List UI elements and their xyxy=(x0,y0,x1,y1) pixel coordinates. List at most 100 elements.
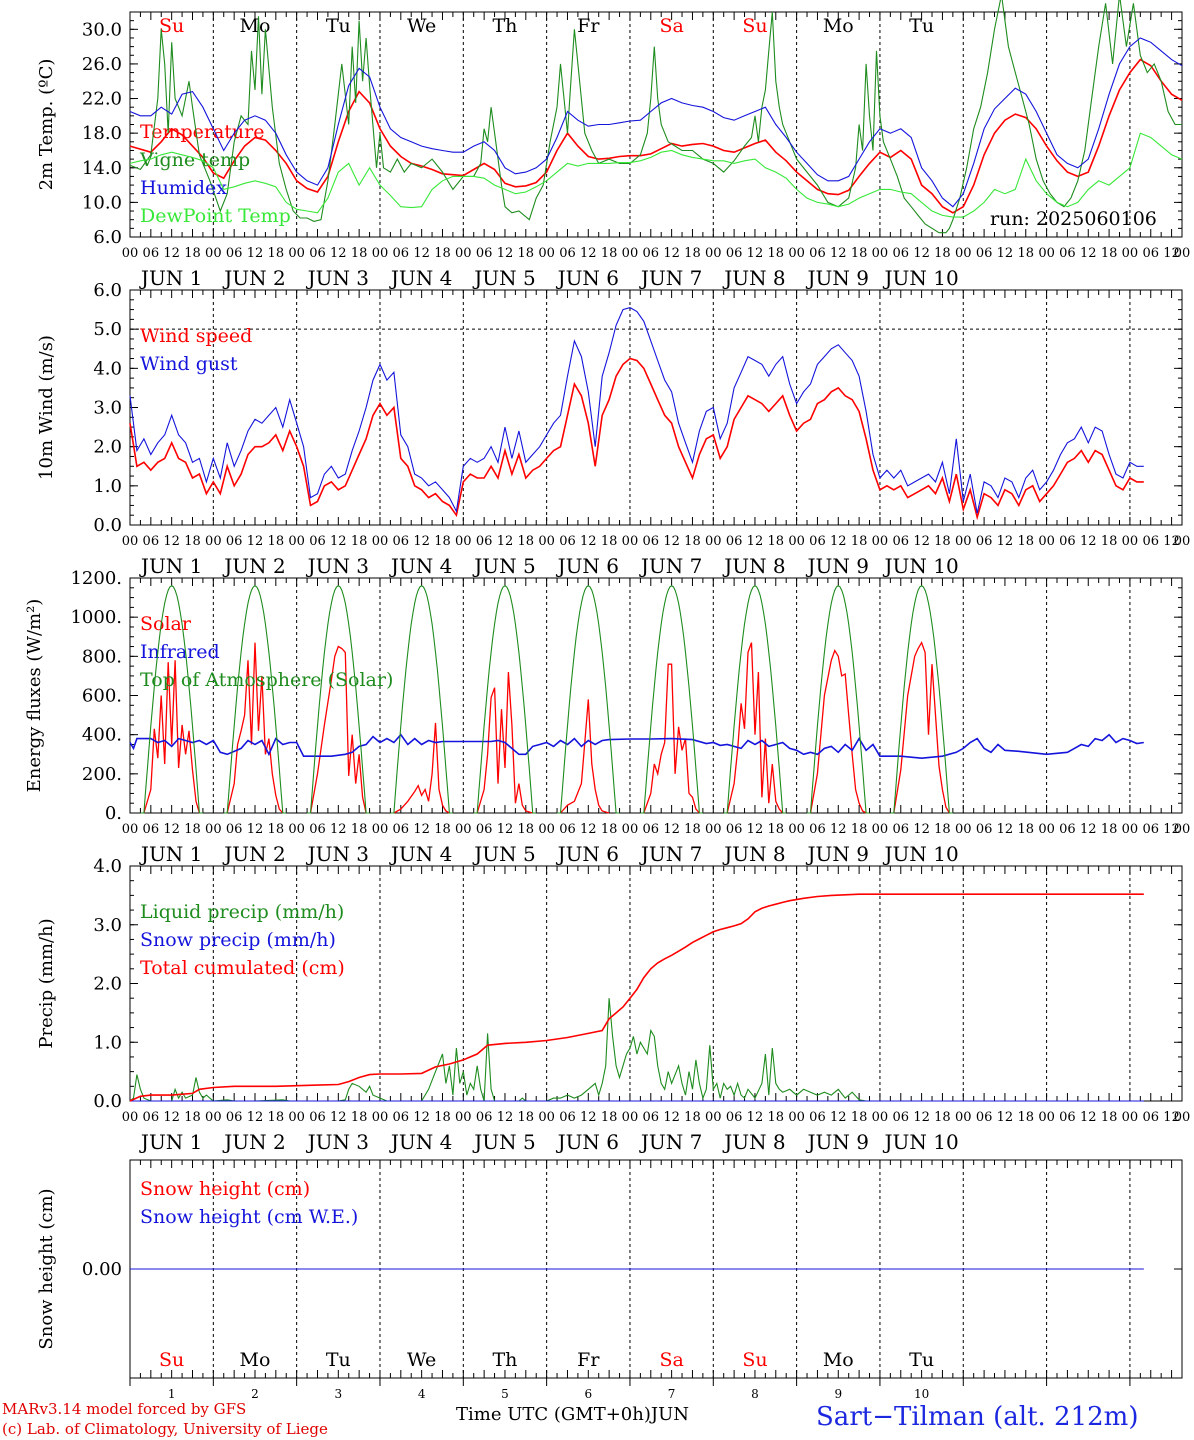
y-tick-label: 2.0 xyxy=(93,974,122,995)
date-label: JUN 1 xyxy=(139,1130,202,1154)
day-number: 1 xyxy=(168,1387,176,1401)
hour-tick-label: 12 xyxy=(1163,822,1180,837)
day-name: Tu xyxy=(909,15,934,37)
y-tick-label: 18.0 xyxy=(82,123,122,144)
hour-tick-label: 00 xyxy=(872,246,889,261)
hour-tick-label: 06 xyxy=(892,534,909,549)
series-line-solar xyxy=(560,699,610,814)
hour-tick-label: 00 xyxy=(705,1110,722,1125)
legend-entry: Total cumulated (cm) xyxy=(140,957,345,979)
hour-tick-label: 06 xyxy=(1059,822,1076,837)
date-label: JUN 3 xyxy=(306,842,369,866)
hour-tick-label: 12 xyxy=(1080,822,1097,837)
date-label: JUN 4 xyxy=(389,554,452,578)
hour-tick-label: 00 xyxy=(122,534,139,549)
date-label: JUN 1 xyxy=(139,842,202,866)
hour-tick-label: 06 xyxy=(476,246,493,261)
y-tick-label: 3.0 xyxy=(93,398,122,419)
date-label: JUN 9 xyxy=(806,266,869,290)
hour-tick-label: 00 xyxy=(455,534,472,549)
hour-tick-label: 00 xyxy=(622,822,639,837)
hour-tick-label: 12 xyxy=(163,246,180,261)
legend-entry: Vigne temp xyxy=(139,149,250,171)
y-tick-label: 10.0 xyxy=(82,192,122,213)
hour-tick-label: 12 xyxy=(997,246,1014,261)
hour-tick-label: 00 xyxy=(538,1110,555,1125)
hour-tick-label: 06 xyxy=(976,246,993,261)
series-line-toa xyxy=(390,585,453,814)
date-label: JUN 2 xyxy=(222,842,285,866)
hour-tick-label: 18 xyxy=(351,534,368,549)
date-label: JUN 7 xyxy=(639,554,702,578)
hour-tick-label: 00 xyxy=(205,534,222,549)
hour-tick-label: 06 xyxy=(1142,246,1159,261)
hour-tick-label: 06 xyxy=(393,246,410,261)
station-name: Sart−Tilman (alt. 212m) xyxy=(816,1402,1139,1432)
panel-5: Su Mo Tu We Th Fr Sa Su Mo Tu 1 2 3 4 5 6 7 8 9 10 0.00 Snow … xyxy=(36,1159,1183,1401)
hour-tick-label: 18 xyxy=(601,246,618,261)
panel-3: 00 06 12 18 00 06 12 18 00 06 12 18 00 06 12 18 00 06 12 18… xyxy=(24,568,1190,866)
date-label: JUN 1 xyxy=(139,554,202,578)
y-tick-label: 0.0 xyxy=(93,515,122,536)
hour-tick-label: 12 xyxy=(913,822,930,837)
hour-tick-label: 12 xyxy=(997,822,1014,837)
hour-tick-label: 18 xyxy=(851,534,868,549)
y-tick-label: 600. xyxy=(82,686,122,707)
hour-tick-label: 12 xyxy=(1080,1110,1097,1125)
day-number: 4 xyxy=(418,1387,426,1401)
date-label: JUN 2 xyxy=(222,1130,285,1154)
hour-tick-label: 18 xyxy=(1101,534,1118,549)
hour-tick-label: 06 xyxy=(393,822,410,837)
hour-tick-label: 12 xyxy=(580,822,597,837)
hour-tick-label: 06 xyxy=(309,822,326,837)
hour-tick-label: 00 xyxy=(288,1110,305,1125)
y-tick-label: 800. xyxy=(82,646,122,667)
hour-tick-label: 12 xyxy=(497,1110,514,1125)
legend-entry: Wind gust xyxy=(140,353,238,375)
legend-entry: Temperature xyxy=(140,121,264,143)
day-name: We xyxy=(407,15,436,37)
date-label: JUN 4 xyxy=(389,266,452,290)
hour-tick-label: 12 xyxy=(497,246,514,261)
y-tick-label: 0.0 xyxy=(93,1091,122,1112)
y-tick-label: 400. xyxy=(82,725,122,746)
date-label: JUN 6 xyxy=(556,842,619,866)
hour-tick-label: 00 xyxy=(205,1110,222,1125)
hour-tick-label: 12 xyxy=(663,534,680,549)
hour-tick-label: 00 xyxy=(205,822,222,837)
hour-tick-label: 06 xyxy=(476,822,493,837)
hour-tick-label: 00 xyxy=(788,822,805,837)
day-name: Su xyxy=(159,15,184,37)
hour-tick-label: 12 xyxy=(497,822,514,837)
hour-tick-label: 12 xyxy=(1080,246,1097,261)
hour-tick-label: 06 xyxy=(976,1110,993,1125)
date-label: JUN 3 xyxy=(306,266,369,290)
hour-tick-label: 06 xyxy=(143,822,160,837)
hour-tick-label: 06 xyxy=(143,534,160,549)
hour-tick-label: 12 xyxy=(1163,534,1180,549)
hour-tick-label: 00 xyxy=(288,246,305,261)
hour-tick-label: 00 xyxy=(1122,246,1139,261)
series-line-1 xyxy=(129,58,1183,214)
model-credit: MARv3.14 model forced by GFS xyxy=(2,1400,247,1418)
hour-tick-label: 18 xyxy=(601,822,618,837)
hour-tick-label: 18 xyxy=(601,1110,618,1125)
hour-tick-label: 06 xyxy=(809,246,826,261)
y-tick-label: 1.0 xyxy=(93,1032,122,1053)
hour-tick-label: 12 xyxy=(747,822,764,837)
hour-tick-label: 06 xyxy=(726,822,743,837)
hour-tick-label: 00 xyxy=(955,246,972,261)
hour-tick-label: 06 xyxy=(476,534,493,549)
y-tick-label: 4.0 xyxy=(93,358,122,379)
hour-tick-label: 06 xyxy=(809,534,826,549)
hour-tick-label: 06 xyxy=(226,246,243,261)
hour-tick-label: 00 xyxy=(1122,1110,1139,1125)
hour-tick-label: 18 xyxy=(434,246,451,261)
y-tick-label: 1.0 xyxy=(93,476,122,497)
hour-tick-label: 00 xyxy=(955,822,972,837)
series-line-1 xyxy=(129,357,1144,521)
hour-tick-label: 00 xyxy=(622,246,639,261)
hour-tick-label: 18 xyxy=(1101,822,1118,837)
date-label: JUN 8 xyxy=(722,842,785,866)
y-tick-label: 1200. xyxy=(70,568,122,589)
